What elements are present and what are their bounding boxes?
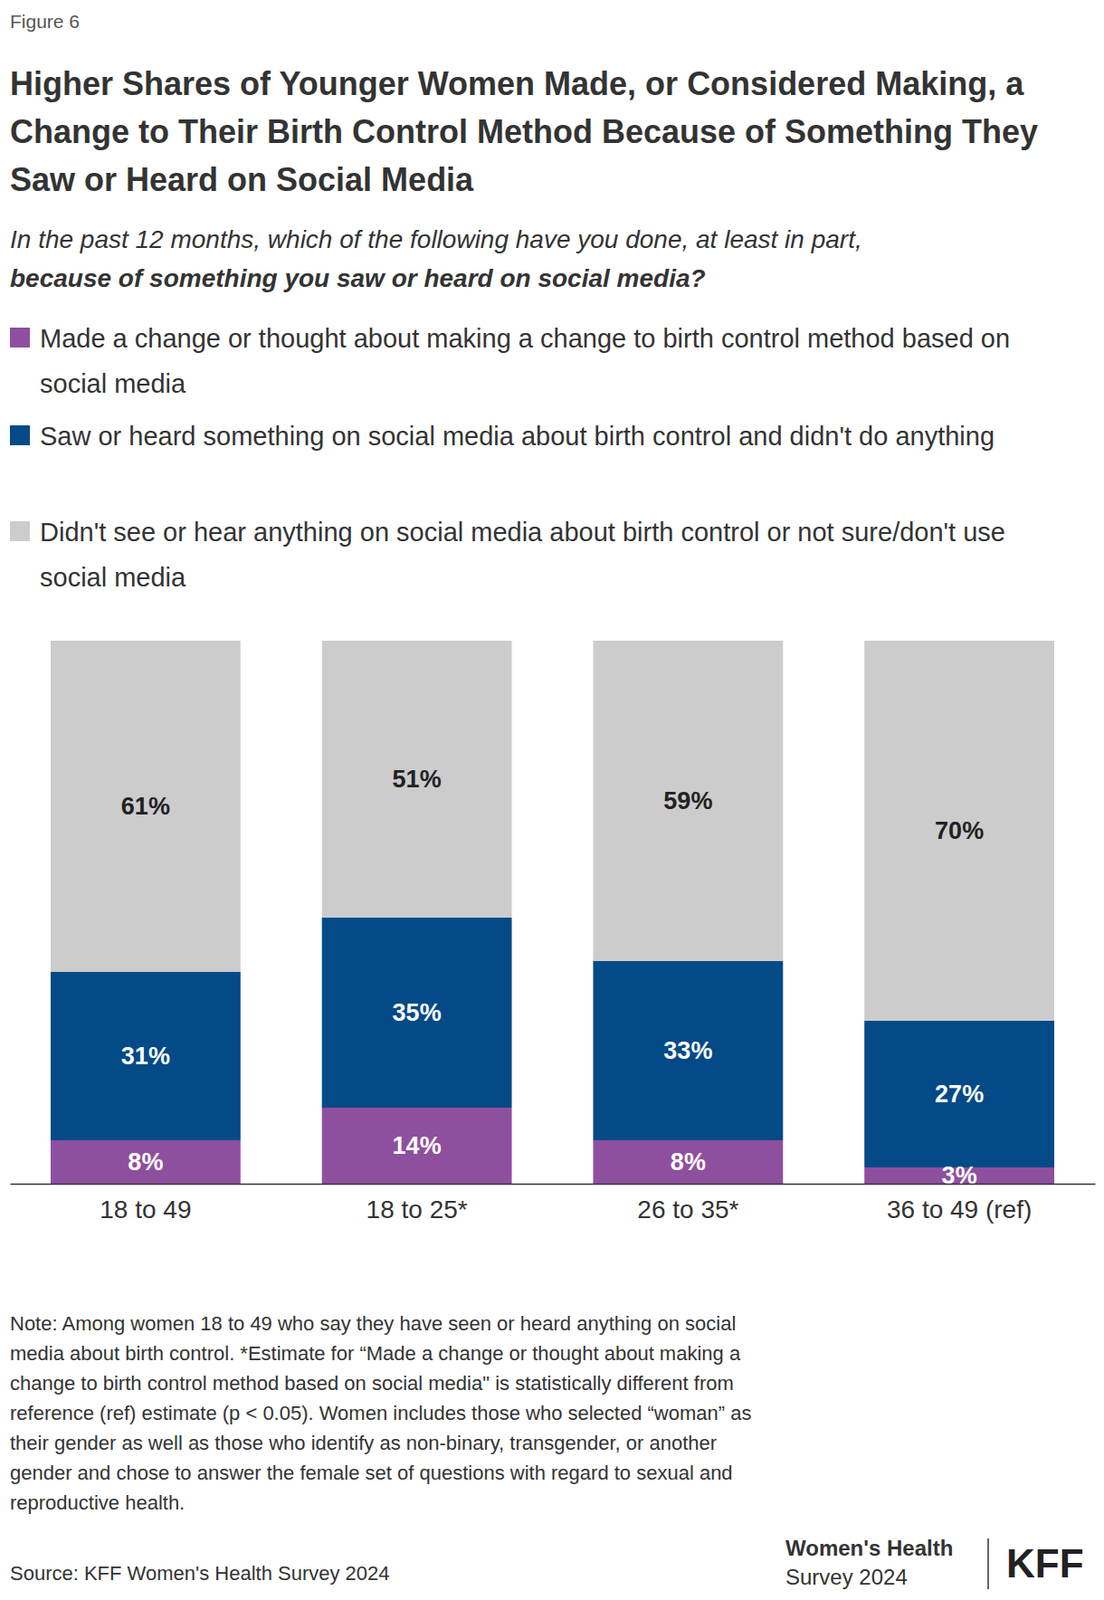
data-label: 51% (392, 765, 442, 793)
legend-item: Made a change or thought about making a … (9, 315, 1087, 407)
data-label: 31% (121, 1042, 171, 1070)
data-label: 59% (663, 787, 713, 815)
bar-segment (592, 961, 783, 1141)
logo-divider (987, 1538, 990, 1590)
x-tick-label: 18 to 25* (366, 1195, 468, 1224)
subtitle: In the past 12 months, which of the foll… (9, 225, 863, 254)
x-axis: 18 to 49 18 to 25* 26 to 35* 36 to 49 (ref) (10, 1184, 1096, 1224)
legend-swatch (9, 327, 30, 348)
legend-swatch (9, 521, 30, 542)
bars (50, 640, 1055, 1184)
logo-text: Survey 2024 (785, 1563, 908, 1591)
axis-line (10, 1183, 1096, 1186)
bar-segment (322, 640, 513, 918)
bar-segment (864, 640, 1055, 1021)
bar-segment (592, 1140, 783, 1184)
data-label: 35% (392, 999, 442, 1027)
data-label: 8% (127, 1148, 163, 1176)
x-tick-label: 36 to 49 (ref) (886, 1195, 1032, 1224)
data-label: 27% (934, 1080, 984, 1108)
subtitle-block: In the past 12 months, which of the foll… (9, 219, 1096, 298)
bar-segment (322, 1107, 513, 1184)
legend-item: Didn't see or hear anything on social me… (9, 509, 1087, 600)
logo-text: Women's Health (785, 1534, 953, 1562)
source: Source: KFF Women's Health Survey 2024 (9, 1558, 391, 1589)
data-label: 61% (121, 792, 171, 820)
logo: KFF (1006, 1541, 1085, 1587)
data-labels: 8% 31% 61% 14% 35% 51% 8% 33% 59% 3% 27% 70% (121, 765, 984, 1190)
bar-segment (50, 971, 241, 1141)
x-tick: 36 to 49 (ref) (886, 1195, 1032, 1224)
legend-text: Didn't see or hear anything on social me… (39, 509, 1054, 600)
data-label: 8% (670, 1148, 706, 1176)
bar-segment (864, 1020, 1055, 1168)
legend-text: Made a change or thought about making a … (39, 315, 1054, 407)
x-tick-label: 26 to 35* (637, 1195, 739, 1224)
bar-segment (592, 640, 783, 962)
legend-text: Saw or heard something on social media a… (39, 413, 1054, 459)
x-tick: 26 to 35* (637, 1195, 739, 1224)
note: Note: Among women 18 to 49 who say they … (9, 1308, 775, 1518)
legend-swatch (9, 425, 30, 446)
bar-segment (50, 640, 241, 972)
title: Higher Shares of Younger Women Made, or … (9, 59, 1092, 204)
data-label: 70% (934, 817, 984, 845)
data-label: 3% (942, 1161, 978, 1190)
legend-item: Saw or heard something on social media a… (9, 413, 1087, 505)
x-tick: 18 to 25* (366, 1195, 468, 1224)
data-label: 33% (663, 1037, 713, 1065)
figure-label: Figure 6 (9, 10, 80, 33)
bar-segment (50, 1140, 241, 1184)
bar-segment (322, 917, 513, 1108)
x-tick-label: 18 to 49 (99, 1195, 191, 1224)
subtitle-emphasis: because of something you saw or heard on… (9, 264, 706, 293)
x-tick: 18 to 49 (99, 1195, 191, 1224)
data-label: 14% (392, 1132, 442, 1160)
